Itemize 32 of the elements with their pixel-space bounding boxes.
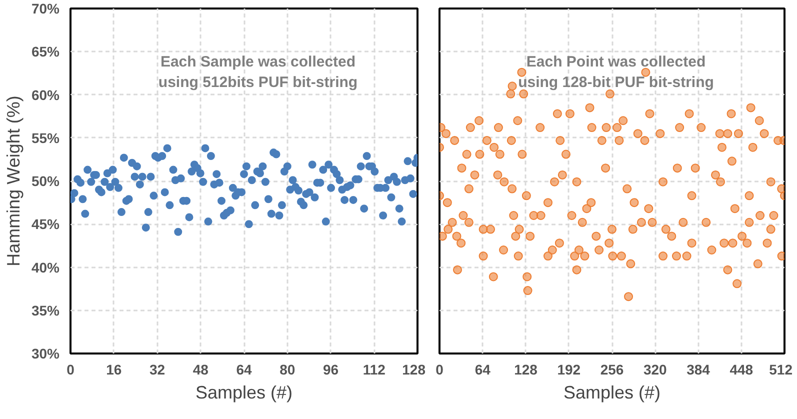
- x-tick-label: 384: [686, 362, 710, 378]
- x-axis-title: Samples (#): [195, 382, 293, 402]
- x-tick-label: 80: [280, 362, 296, 378]
- x-tick-label: 512: [769, 362, 793, 378]
- annotation: Each Point was collected using 128-bit PUF bit-string: [518, 54, 714, 91]
- x-tick-label: 0: [66, 362, 75, 378]
- x-tick-label: 48: [192, 362, 209, 378]
- y-tick-label: 60%: [31, 86, 60, 103]
- x-tick-label: 96: [322, 362, 339, 378]
- x-tick-label: 64: [236, 362, 252, 378]
- x-tick-label: 320: [643, 362, 668, 378]
- y-tick-label: 70%: [31, 0, 60, 16]
- x-tick-label: 16: [106, 362, 122, 378]
- y-tick-label: 50%: [31, 173, 60, 189]
- x-tick-label: 192: [557, 362, 581, 378]
- x-tick-label: 64: [474, 362, 491, 378]
- x-tick-label: 448: [730, 362, 754, 378]
- x-tick-label: 32: [149, 362, 166, 378]
- x-axis-title: Samples (#): [563, 382, 661, 402]
- y-tick-label: 35%: [31, 302, 60, 318]
- y-tick-label: 55%: [31, 130, 60, 146]
- y-tick-label: 30%: [31, 346, 60, 362]
- x-tick-label: 112: [362, 362, 386, 378]
- x-tick-label: 256: [600, 362, 624, 378]
- y-tick-label: 45%: [31, 216, 60, 232]
- y-tick-label: 40%: [31, 259, 60, 276]
- y-axis-title: Hamming Weight (%): [3, 96, 24, 266]
- x-tick-label: 128: [514, 362, 538, 378]
- y-tick-label: 65%: [31, 44, 60, 60]
- x-tick-label: 128: [402, 362, 426, 378]
- annotation: Each Sample was collected using 512bits PUF bit-string: [158, 54, 358, 91]
- x-tick-label: 0: [436, 362, 444, 378]
